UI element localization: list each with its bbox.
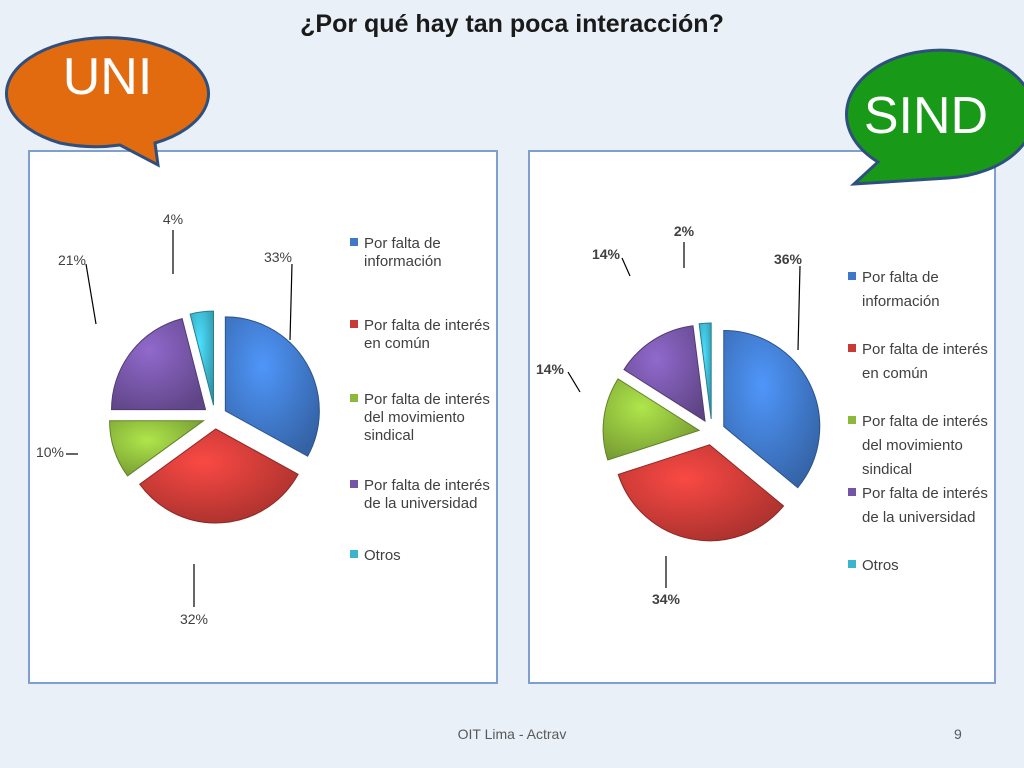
sind-slice-por-falta-de-interes-de-la-universidad [623, 325, 706, 423]
sind-legend-swatch [848, 272, 856, 280]
uni-value-label: 10% [36, 444, 64, 460]
sind-legend-swatch [848, 416, 856, 424]
uni-legend-swatch [350, 238, 358, 246]
sind-legend-label: Por falta de interés en común [862, 341, 988, 382]
uni-legend-label: Por falta de interés en común [364, 317, 490, 352]
uni-legend-swatch [350, 320, 358, 328]
uni-slice-por-falta-de-interes-de-la-universidad [111, 317, 207, 411]
uni-slice-por-falta-de-interes-del-movimiento-sindical [109, 420, 206, 477]
uni-value-label: 32% [180, 611, 208, 627]
uni-legend-label: Por falta de interés del movimiento sindic… [364, 391, 490, 444]
uni-leader-line [85, 263, 97, 325]
uni-value-label: 33% [264, 249, 292, 265]
sind-speech-bubble: SIND [828, 44, 1024, 186]
sind-slice-otros [698, 322, 712, 420]
uni-slice-por-falta-de-informacion [224, 316, 320, 457]
uni-legend-label: Por falta de información [364, 235, 442, 270]
sind-slice-por-falta-de-informacion [723, 329, 821, 489]
sind-leader-line [567, 371, 581, 393]
uni-value-label: 21% [58, 252, 86, 268]
sind-value-label: 14% [592, 246, 621, 262]
uni-value-label: 4% [163, 211, 183, 227]
uni-speech-bubble: UNI [0, 25, 215, 170]
sind-slice-por-falta-de-interes-del-movimiento-sindical [602, 378, 701, 461]
uni-bubble-label: UNI [62, 48, 153, 106]
uni-leader-line [289, 263, 293, 341]
uni-bubble-shape [5, 36, 210, 168]
footer-text: OIT Lima - Actrav [457, 726, 567, 742]
sind-legend-label: Por falta de interés de la universidad [862, 485, 988, 526]
sind-pie-chart: 36% 34% 14% 14% 2% Por falta de información Por… [536, 223, 988, 607]
sind-slice-por-falta-de-interes-en-comun [617, 444, 785, 542]
uni-legend-swatch [350, 480, 358, 488]
uni-legend-swatch [350, 394, 358, 402]
sind-legend-swatch [848, 488, 856, 496]
sind-leader-line [797, 265, 801, 351]
sind-bubble-shape [845, 48, 1024, 186]
uni-legend-label: Otros [364, 547, 401, 564]
uni-slice-por-falta-de-interes-en-comun [139, 428, 299, 524]
sind-leader-line [621, 257, 631, 277]
uni-slice-otros [189, 310, 214, 406]
sind-value-label: 36% [774, 251, 803, 267]
slide-title: ¿Por qué hay tan poca interacción? [300, 10, 724, 38]
sind-value-label: 34% [652, 591, 681, 607]
sind-chart-panel: 36% 34% 14% 14% 2% Por falta de información Por… [528, 150, 996, 684]
page-number: 9 [954, 726, 962, 742]
sind-value-label: 2% [674, 223, 695, 239]
sind-bubble-label: SIND [863, 87, 989, 145]
uni-legend-label: Por falta de interés de la universidad [364, 477, 490, 512]
sind-value-label: 14% [536, 361, 565, 377]
sind-legend-label: Por falta de información [862, 269, 940, 310]
sind-legend-label: Por falta de interés del movimiento sindic… [862, 413, 988, 478]
sind-legend-swatch [848, 344, 856, 352]
sind-legend-swatch [848, 560, 856, 568]
sind-legend-label: Otros [862, 557, 899, 574]
uni-legend-swatch [350, 550, 358, 558]
uni-pie-chart: 33% 32% 10% 21% 4% Por falta de información Por… [36, 211, 490, 627]
uni-chart-panel: 33% 32% 10% 21% 4% Por falta de información Por… [28, 150, 498, 684]
